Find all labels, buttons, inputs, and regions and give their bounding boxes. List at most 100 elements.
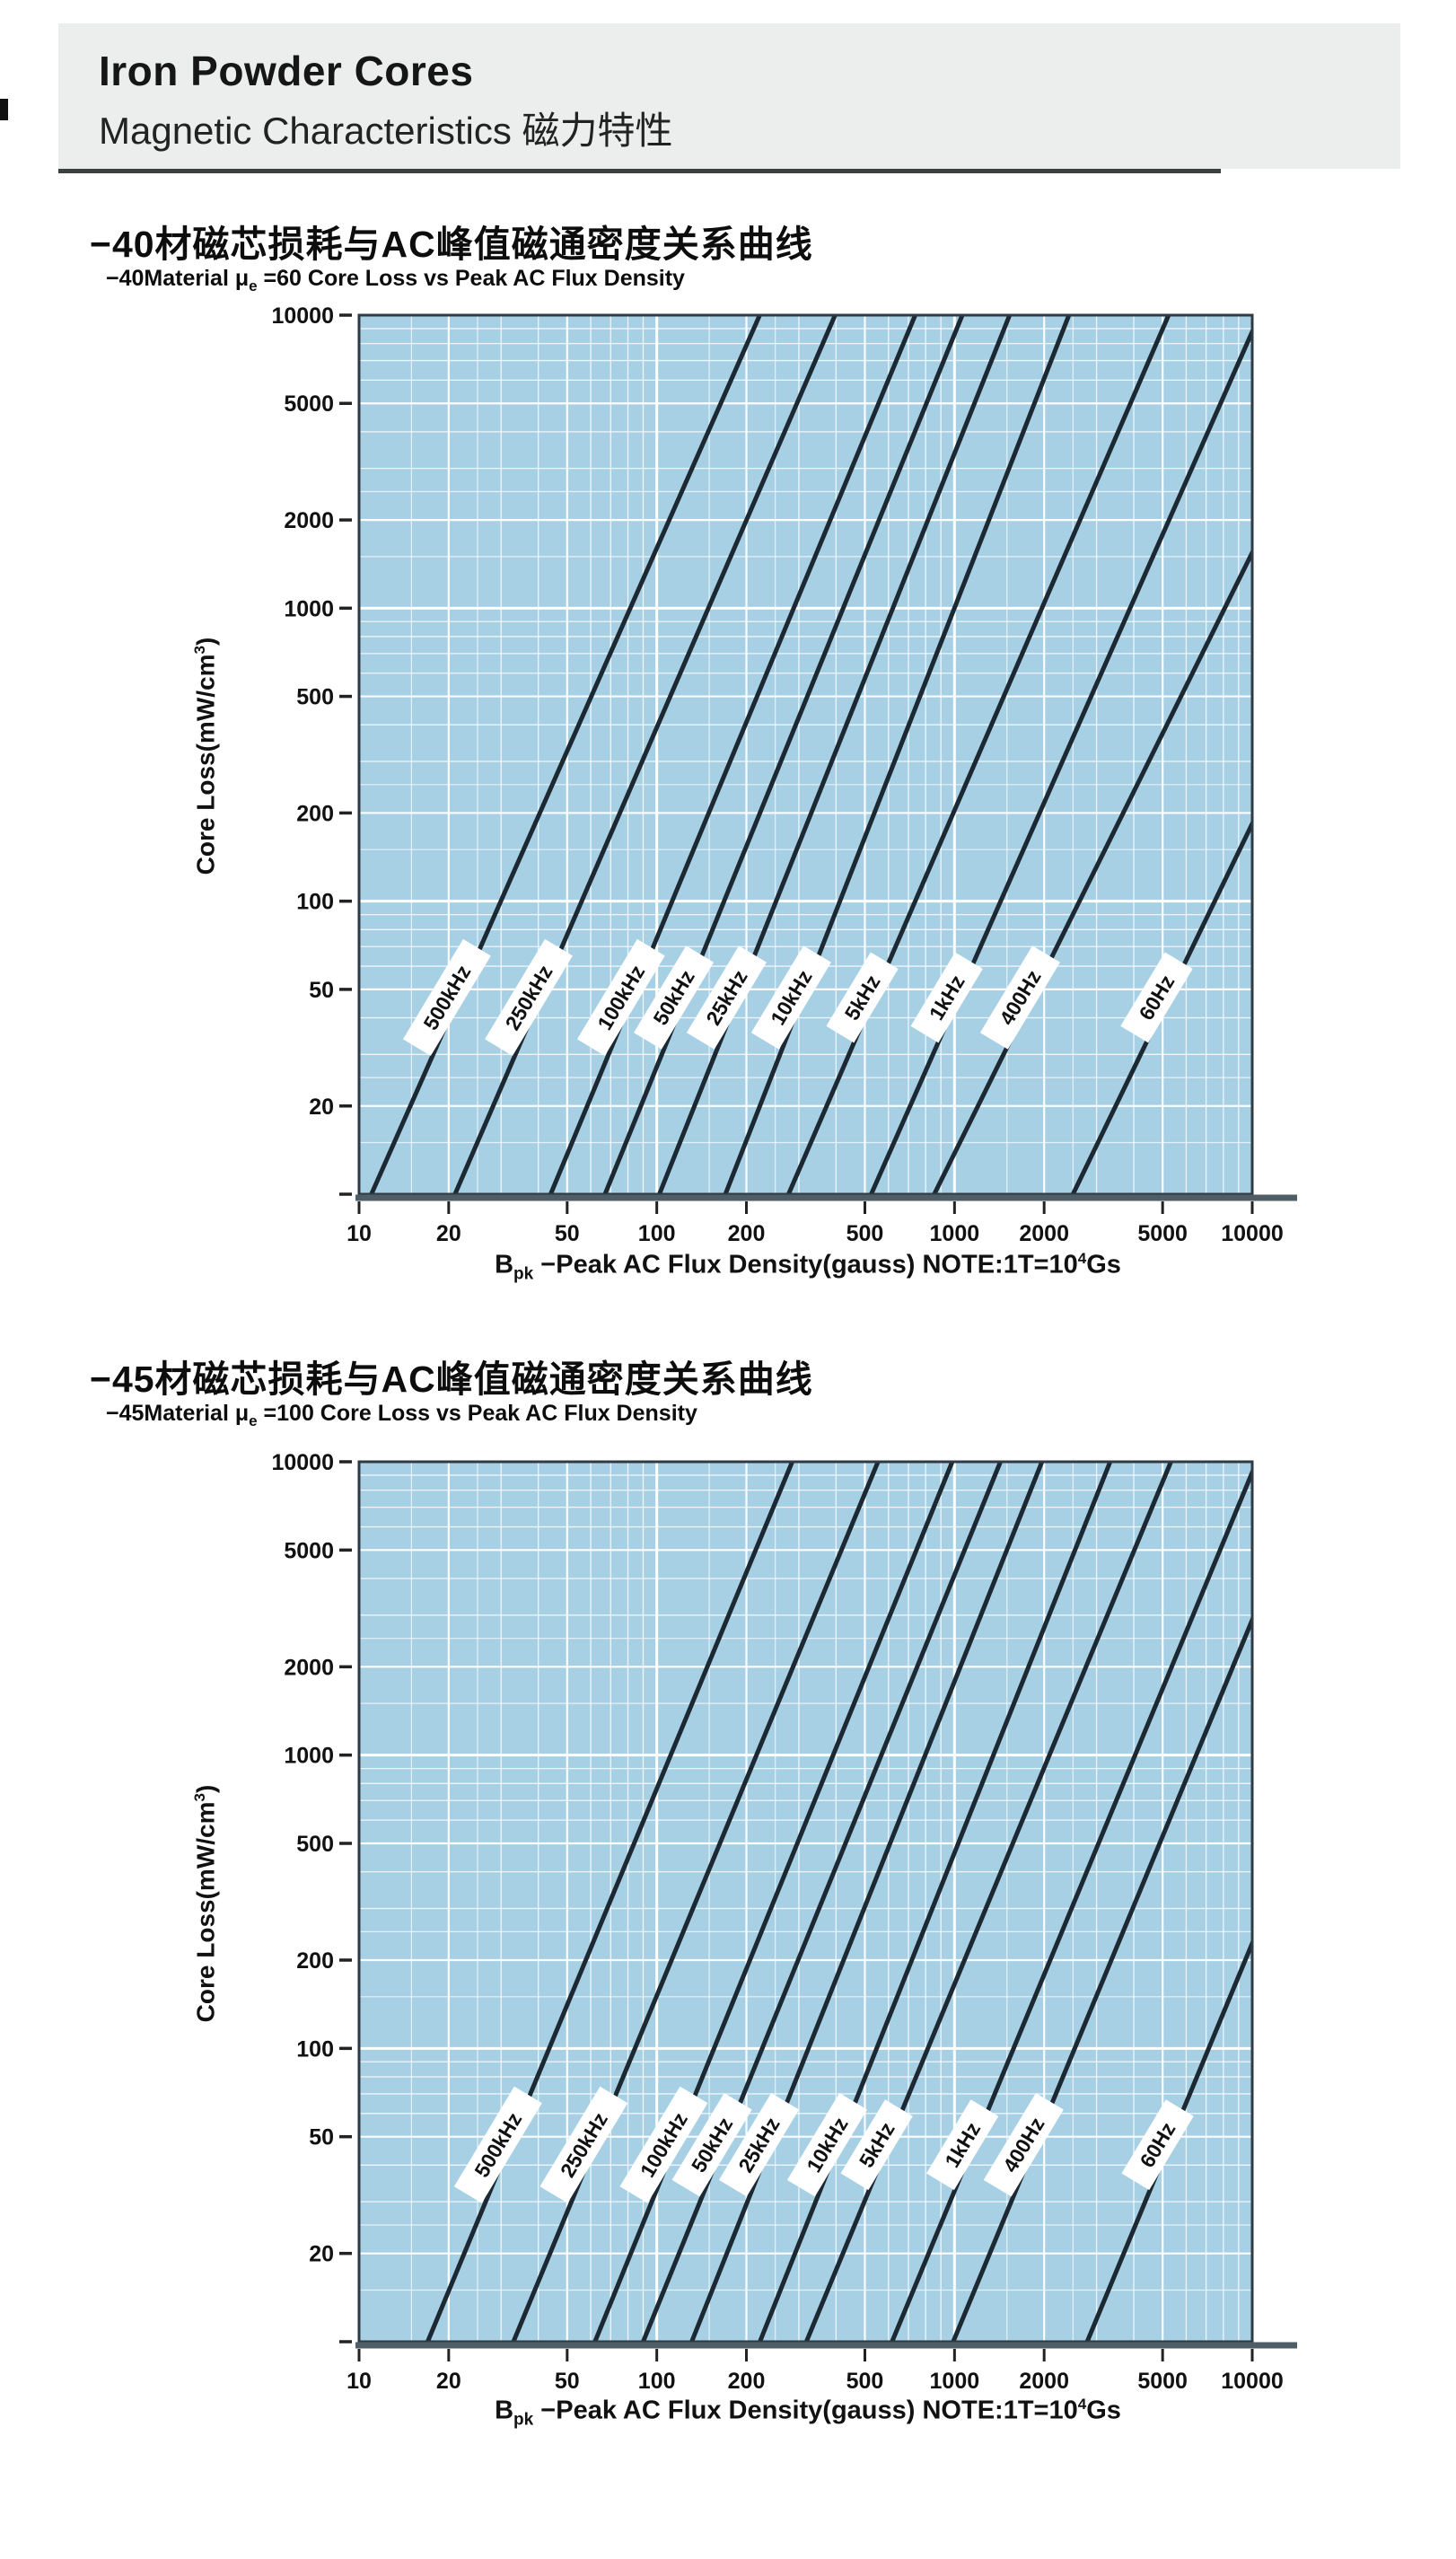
chart1-subtitle: −40Material μe =60 Core Loss vs Peak AC … [106, 266, 685, 295]
x-tick-label-10000: 10000 [1221, 2369, 1284, 2394]
x-tick-label-200: 200 [728, 2369, 766, 2394]
y-title-exp: 3 [191, 646, 208, 655]
y-title-text: Core Loss(mW/cm [191, 1801, 220, 2023]
loss-curve-250kHz [511, 1462, 881, 2342]
loss-curve-10kHz [723, 315, 1072, 1194]
y-tick-label-50: 50 [309, 978, 334, 1003]
x-title-exp: 4 [1077, 1250, 1087, 1267]
x-tick-label-500: 500 [846, 2369, 884, 2394]
y-tick-label-5000: 5000 [284, 391, 334, 417]
y-title-close: ) [191, 1784, 220, 1794]
loss-curve-25kHz [657, 315, 1013, 1194]
y-tick-label-10000: 10000 [271, 303, 334, 329]
y-tick-label-20: 20 [309, 2242, 334, 2267]
y-tick-label-2000: 2000 [284, 1655, 334, 1680]
y-tick-label-200: 200 [296, 1948, 334, 1974]
loss-curve-50kHz [602, 315, 965, 1194]
header-band [58, 23, 1400, 169]
x-tick-label-20: 20 [436, 1221, 461, 1246]
loss-curve-5kHz [803, 1462, 1173, 2342]
loss-curve-100kHz [548, 315, 917, 1194]
x-tick-label-100: 100 [638, 2369, 676, 2394]
loss-curve-1kHz [869, 326, 1252, 1194]
y-tick-label-500: 500 [296, 685, 334, 710]
plot-background [359, 315, 1252, 1194]
x-tick-label-100: 100 [638, 1221, 676, 1246]
y-tick-label-1000: 1000 [284, 1744, 334, 1769]
x-axis-ticks: 10 20 50 100 200 500 1000 2000 5000 10000 [346, 1201, 1284, 1246]
x-axis-ticks: 10 20 50 100 200 500 1000 2000 5000 10000 [346, 2349, 1284, 2394]
loss-curve-60Hz [1071, 818, 1252, 1194]
loss-curve-500kHz [369, 315, 762, 1194]
b-subscript: pk [513, 1264, 534, 1284]
y-title-close: ) [191, 637, 220, 646]
x-tick-label-5000: 5000 [1137, 2369, 1188, 2394]
chart1-y-axis-title: Core Loss(mW/cm3) [191, 576, 220, 936]
b-symbol: B [495, 1250, 514, 1280]
x-tick-label-1000: 1000 [930, 1221, 980, 1246]
b-symbol: B [495, 2396, 514, 2425]
chart1-x-axis-title: Bpk −Peak AC Flux Density(gauss) NOTE:1T… [341, 1250, 1275, 1285]
x-tick-label-2000: 2000 [1019, 2369, 1069, 2394]
mu-subscript: e [249, 1412, 258, 1429]
chart1-subtitle-rest: =60 Core Loss vs Peak AC Flux Density [257, 266, 685, 291]
y-tick-label-200: 200 [296, 801, 334, 826]
mu-symbol: μ [234, 1401, 250, 1426]
y-tick-label-100: 100 [296, 2036, 334, 2062]
mu-symbol: μ [234, 266, 250, 291]
y-tick-label-10000: 10000 [271, 1450, 334, 1475]
x-title-text: −Peak AC Flux Density(gauss) NOTE:1T=10 [533, 2396, 1078, 2425]
page-edge-mark [0, 99, 8, 120]
x-tick-label-10000: 10000 [1221, 1221, 1284, 1246]
chart1-title: −40材磁芯损耗与AC峰值磁通密度关系曲线 [90, 224, 813, 265]
x-tick-label-500: 500 [846, 1221, 884, 1246]
y-title-text: Core Loss(mW/cm [191, 654, 220, 875]
x-tick-label-5000: 5000 [1137, 1221, 1188, 1246]
loss-curve-250kHz [452, 315, 838, 1194]
loss-curve-10kHz [758, 1462, 1113, 2342]
chart2-subtitle: −45Material μe =100 Core Loss vs Peak AC… [106, 1401, 697, 1430]
chart2-title: −45材磁芯损耗与AC峰值磁通密度关系曲线 [90, 1359, 813, 1400]
y-title-exp: 3 [191, 1793, 208, 1802]
y-tick-label-50: 50 [309, 2125, 334, 2150]
b-subscript: pk [513, 2410, 534, 2430]
y-axis-ticks: 10000 5000 2000 1000 500 200 100 50 20 [271, 303, 352, 1196]
chart1-subtitle-prefix: −40Material [106, 266, 235, 291]
x-tick-label-50: 50 [555, 2369, 580, 2394]
y-tick-label-20: 20 [309, 1095, 334, 1120]
loss-curve-1kHz [890, 1466, 1252, 2342]
loss-curve-50kHz [641, 1462, 1003, 2342]
plot-border [357, 313, 1254, 1196]
loss-curve-5kHz [786, 315, 1171, 1194]
chart2-x-axis-title: Bpk −Peak AC Flux Density(gauss) NOTE:1T… [341, 2396, 1275, 2431]
x-tick-label-10: 10 [346, 1221, 372, 1246]
page-title: Iron Powder Cores [99, 48, 474, 94]
x-title-exp: 4 [1077, 2396, 1087, 2413]
x-tick-label-50: 50 [555, 1221, 580, 1246]
chart2-y-axis-title: Core Loss(mW/cm3) [191, 1724, 220, 2083]
x-title-text: −Peak AC Flux Density(gauss) NOTE:1T=10 [533, 1250, 1078, 1280]
y-tick-label-2000: 2000 [284, 508, 334, 533]
x-title-unit: Gs [1086, 2396, 1121, 2425]
plot-background [359, 1462, 1252, 2342]
y-tick-label-1000: 1000 [284, 596, 334, 621]
y-tick-label-5000: 5000 [284, 1538, 334, 1563]
x-tick-label-20: 20 [436, 2369, 461, 2394]
y-tick-label-100: 100 [296, 890, 334, 915]
x-tick-label-1000: 1000 [930, 2369, 980, 2394]
y-tick-label-500: 500 [296, 1832, 334, 1857]
mu-subscript: e [249, 277, 258, 295]
x-tick-label-200: 200 [728, 1221, 766, 1246]
loss-curve-60Hz [1084, 1937, 1252, 2342]
loss-curve-100kHz [592, 1462, 955, 2342]
loss-curve-400Hz [951, 1614, 1252, 2342]
loss-curve-25kHz [689, 1462, 1045, 2342]
x-title-unit: Gs [1086, 1250, 1121, 1280]
loss-curve-500kHz [425, 1462, 794, 2342]
x-tick-label-2000: 2000 [1019, 1221, 1069, 1246]
page-subtitle: Magnetic Characteristics 磁力特性 [99, 110, 673, 152]
header-rule [58, 169, 1221, 173]
